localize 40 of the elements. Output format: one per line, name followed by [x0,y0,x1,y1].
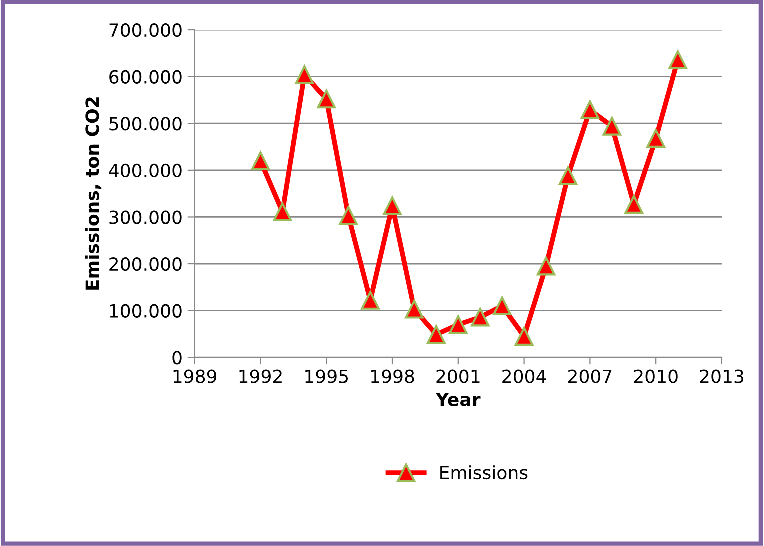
x-tick-label: 2013 [700,370,744,384]
y-tick-label: 300.000 [110,210,182,224]
y-tick-label: 0 [172,351,182,365]
x-tick-label: 2007 [568,370,612,384]
point [514,327,534,346]
point [624,195,644,214]
y-tick-label: 500.000 [110,117,182,131]
point [492,296,512,316]
point [251,152,270,170]
point [536,256,556,276]
point [668,50,688,70]
point [339,206,358,226]
point [273,202,292,222]
point [383,196,402,216]
x-tick-label: 1998 [372,370,414,384]
point [405,300,424,319]
x-tick-label: 2004 [502,370,546,384]
point [317,90,336,109]
point [470,308,490,327]
point [558,166,578,186]
x-tick-label: 2001 [436,370,480,384]
point [295,66,314,84]
point [427,325,446,344]
point [449,315,468,334]
y-tick-label: 400.000 [109,164,182,178]
point [602,117,622,136]
x-tick-label: 1989 [174,370,217,384]
x-axis-title: Year [436,393,481,406]
y-tick-label: 700.000 [110,23,182,38]
y-tick-label: 100.000 [110,304,182,318]
point [361,291,380,310]
x-tick-label: 1992 [240,370,282,384]
y-axis-title: Emissions, ton CO2 [85,98,102,290]
legend-label: Emissions [440,466,528,480]
point [580,100,600,120]
y-tick-label: 200.000 [110,257,182,272]
y-tick-label: 600.000 [110,70,182,84]
point [646,129,666,148]
x-tick-label: 1995 [306,370,348,384]
x-tick-label: 2010 [634,370,678,384]
